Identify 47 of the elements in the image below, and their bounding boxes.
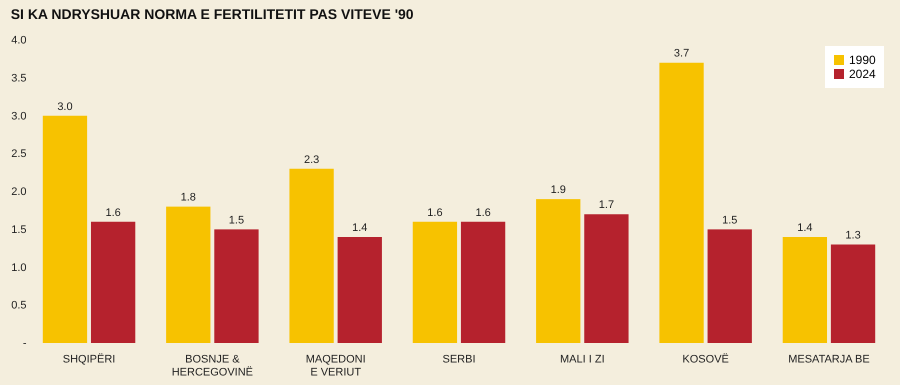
y-tick-label: 1.0: [11, 262, 26, 274]
y-tick-label: 2.0: [11, 186, 26, 198]
bar: [214, 229, 259, 343]
y-tick-label: 1.5: [11, 224, 26, 236]
y-tick-label: 3.5: [11, 72, 26, 84]
bar: [412, 222, 458, 343]
data-label: 3.7: [674, 48, 690, 60]
bar: [708, 229, 752, 343]
legend-label: 1990: [849, 53, 876, 67]
data-label: 1.9: [550, 184, 566, 196]
data-label: 2.3: [304, 154, 320, 166]
bar: [536, 199, 580, 343]
legend-label: 2024: [849, 67, 876, 81]
data-label: 1.4: [352, 222, 368, 234]
data-label: 1.5: [722, 214, 738, 226]
y-tick-label: 2.5: [11, 148, 26, 160]
bar: [659, 62, 704, 343]
data-label: 1.6: [427, 206, 443, 219]
bar: [830, 244, 876, 343]
y-tick-label: 0.5: [11, 300, 26, 312]
y-tick-label: -: [22, 338, 27, 350]
data-label: 1.3: [845, 230, 861, 242]
data-label: 1.6: [105, 206, 121, 219]
data-label: 1.7: [598, 199, 614, 212]
y-tick-label: 3.0: [11, 110, 26, 122]
data-label: 1.6: [475, 206, 491, 219]
chart-title: SI KA NDRYSHUAR NORMA E FERTILITETIT PAS VITEVE '90: [10, 6, 414, 22]
x-tick-label: SERBI: [442, 354, 476, 366]
bar: [42, 116, 88, 343]
x-tick-label: MAQEDONI E VERIUT: [306, 354, 366, 378]
bar: [289, 168, 334, 343]
y-tick-label: 4.0: [11, 34, 26, 46]
x-tick-label: KOSOVË: [682, 352, 729, 366]
bar: [584, 214, 629, 343]
x-tick-label: MALI I ZI: [560, 354, 605, 366]
x-tick-label: SHQIPËRI: [62, 352, 116, 366]
x-tick-label: BOSNJE & HERCEGOVINË: [172, 354, 254, 378]
bar: [460, 222, 506, 343]
bar: [166, 206, 210, 343]
bar: [338, 236, 382, 343]
data-label: 3.0: [57, 100, 73, 113]
bar: [90, 222, 136, 343]
data-label: 1.8: [180, 192, 196, 204]
bar: [782, 236, 828, 343]
data-label: 1.5: [228, 214, 244, 226]
data-label: 1.4: [797, 222, 813, 234]
x-tick-label: MESATARJA BE: [788, 354, 870, 366]
